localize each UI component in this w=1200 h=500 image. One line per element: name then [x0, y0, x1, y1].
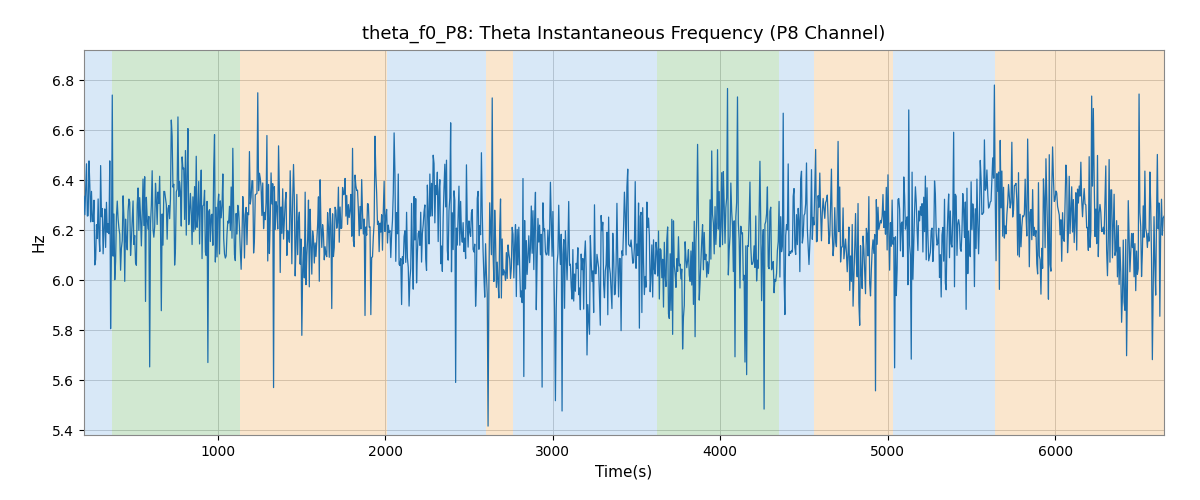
Bar — [388, 50, 486, 435]
Bar — [84, 50, 113, 435]
Title: theta_f0_P8: Theta Instantaneous Frequency (P8 Channel): theta_f0_P8: Theta Instantaneous Frequen… — [362, 25, 886, 43]
Y-axis label: Hz: Hz — [31, 233, 47, 252]
Bar — [512, 50, 656, 435]
Bar — [240, 50, 388, 435]
Bar — [814, 50, 893, 435]
Bar — [779, 50, 814, 435]
Bar — [486, 50, 512, 435]
Bar — [656, 50, 673, 435]
Bar — [113, 50, 240, 435]
Bar — [960, 50, 995, 435]
X-axis label: Time(s): Time(s) — [595, 464, 653, 479]
Bar — [673, 50, 779, 435]
Bar — [995, 50, 1164, 435]
Bar — [893, 50, 960, 435]
